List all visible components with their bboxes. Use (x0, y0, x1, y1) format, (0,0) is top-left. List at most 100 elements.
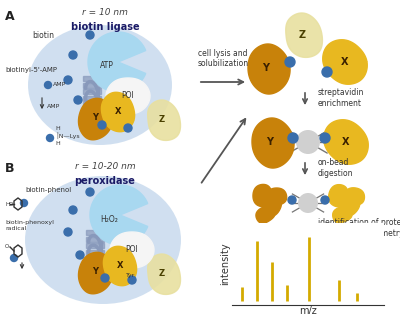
Circle shape (20, 199, 28, 207)
Circle shape (288, 133, 298, 143)
Bar (83, 102, 101, 107)
Circle shape (69, 206, 77, 214)
Y-axis label: intensity: intensity (221, 242, 231, 285)
Text: biotin ligase: biotin ligase (71, 22, 139, 32)
Circle shape (69, 51, 77, 59)
Circle shape (288, 196, 296, 204)
Circle shape (86, 188, 94, 196)
Polygon shape (333, 207, 352, 223)
Circle shape (64, 76, 72, 84)
Text: biotin: biotin (32, 31, 54, 40)
Ellipse shape (296, 130, 320, 154)
Polygon shape (148, 100, 180, 140)
Circle shape (285, 57, 295, 67)
Polygon shape (78, 98, 113, 140)
Polygon shape (252, 118, 294, 168)
Polygon shape (248, 44, 290, 94)
Polygon shape (286, 13, 322, 57)
Circle shape (74, 96, 82, 104)
Circle shape (10, 255, 18, 262)
Text: streptavidin
enrichment: streptavidin enrichment (318, 88, 364, 108)
Polygon shape (102, 92, 134, 132)
Bar (86, 237, 104, 242)
Polygon shape (110, 232, 154, 268)
Bar (86, 262, 104, 267)
Bar (86, 269, 104, 274)
Text: Z: Z (298, 30, 306, 40)
Text: POI: POI (122, 91, 134, 100)
Text: B: B (5, 162, 14, 175)
Bar (86, 250, 104, 255)
Text: HO: HO (5, 202, 13, 207)
Circle shape (101, 274, 109, 282)
Bar (86, 256, 104, 261)
Circle shape (320, 133, 330, 143)
Polygon shape (90, 185, 148, 245)
Polygon shape (329, 185, 348, 207)
Polygon shape (323, 40, 367, 84)
Circle shape (46, 134, 54, 142)
Polygon shape (253, 184, 272, 207)
Circle shape (44, 82, 52, 89)
Text: A: A (5, 10, 15, 23)
Text: biotinyl-5'-AMP: biotinyl-5'-AMP (5, 67, 57, 73)
Text: biotin-phenoxyl
radical: biotin-phenoxyl radical (5, 220, 54, 231)
Circle shape (64, 228, 72, 236)
Text: POI: POI (126, 246, 138, 255)
Text: X: X (115, 107, 121, 116)
Text: peroxidase: peroxidase (74, 176, 136, 186)
Polygon shape (88, 32, 146, 92)
Text: AMP: AMP (53, 83, 66, 88)
Text: Y: Y (92, 113, 98, 122)
Bar (83, 89, 101, 94)
Polygon shape (266, 188, 287, 205)
Text: identification of proteins
by mass spectrometry: identification of proteins by mass spect… (318, 218, 400, 238)
Text: Y: Y (92, 268, 98, 277)
Polygon shape (324, 120, 368, 164)
Circle shape (98, 121, 106, 129)
Circle shape (321, 196, 329, 204)
Text: H: H (55, 126, 60, 131)
Bar (83, 115, 101, 120)
Text: X: X (117, 262, 123, 270)
Polygon shape (78, 252, 113, 294)
Text: │N—Lys: │N—Lys (55, 132, 80, 139)
Bar (86, 230, 104, 235)
Text: AMP: AMP (47, 104, 60, 109)
Bar (86, 243, 104, 248)
Circle shape (86, 31, 94, 39)
Text: r = 10 nm: r = 10 nm (82, 8, 128, 17)
Text: H: H (55, 141, 60, 146)
Bar (83, 95, 101, 100)
Text: biotin-phenol: biotin-phenol (25, 187, 71, 193)
Ellipse shape (28, 25, 172, 145)
Text: O: O (5, 245, 9, 250)
Text: Y: Y (262, 63, 270, 73)
Text: H₂O₂: H₂O₂ (100, 215, 118, 224)
Bar (83, 83, 101, 88)
Circle shape (128, 276, 136, 284)
Polygon shape (106, 78, 150, 114)
Text: on-bead
digestion: on-bead digestion (318, 158, 354, 178)
Text: Tyr: Tyr (126, 273, 135, 278)
Polygon shape (148, 254, 180, 295)
Text: r = 10-20 nm: r = 10-20 nm (75, 162, 135, 171)
Text: Z: Z (159, 116, 165, 124)
Bar (83, 108, 101, 113)
Bar (83, 76, 101, 81)
Ellipse shape (298, 193, 318, 213)
Text: Y: Y (266, 137, 274, 147)
Text: cell lysis and
solubilization: cell lysis and solubilization (198, 49, 248, 68)
Circle shape (322, 67, 332, 77)
Polygon shape (344, 188, 364, 205)
Ellipse shape (25, 176, 181, 304)
Circle shape (124, 124, 132, 132)
Text: Z: Z (159, 269, 165, 279)
Circle shape (76, 251, 84, 259)
Text: X: X (341, 57, 349, 67)
X-axis label: m/z: m/z (299, 306, 317, 314)
Polygon shape (263, 196, 282, 216)
Polygon shape (104, 246, 136, 286)
Text: X: X (342, 137, 350, 147)
Polygon shape (340, 196, 360, 216)
